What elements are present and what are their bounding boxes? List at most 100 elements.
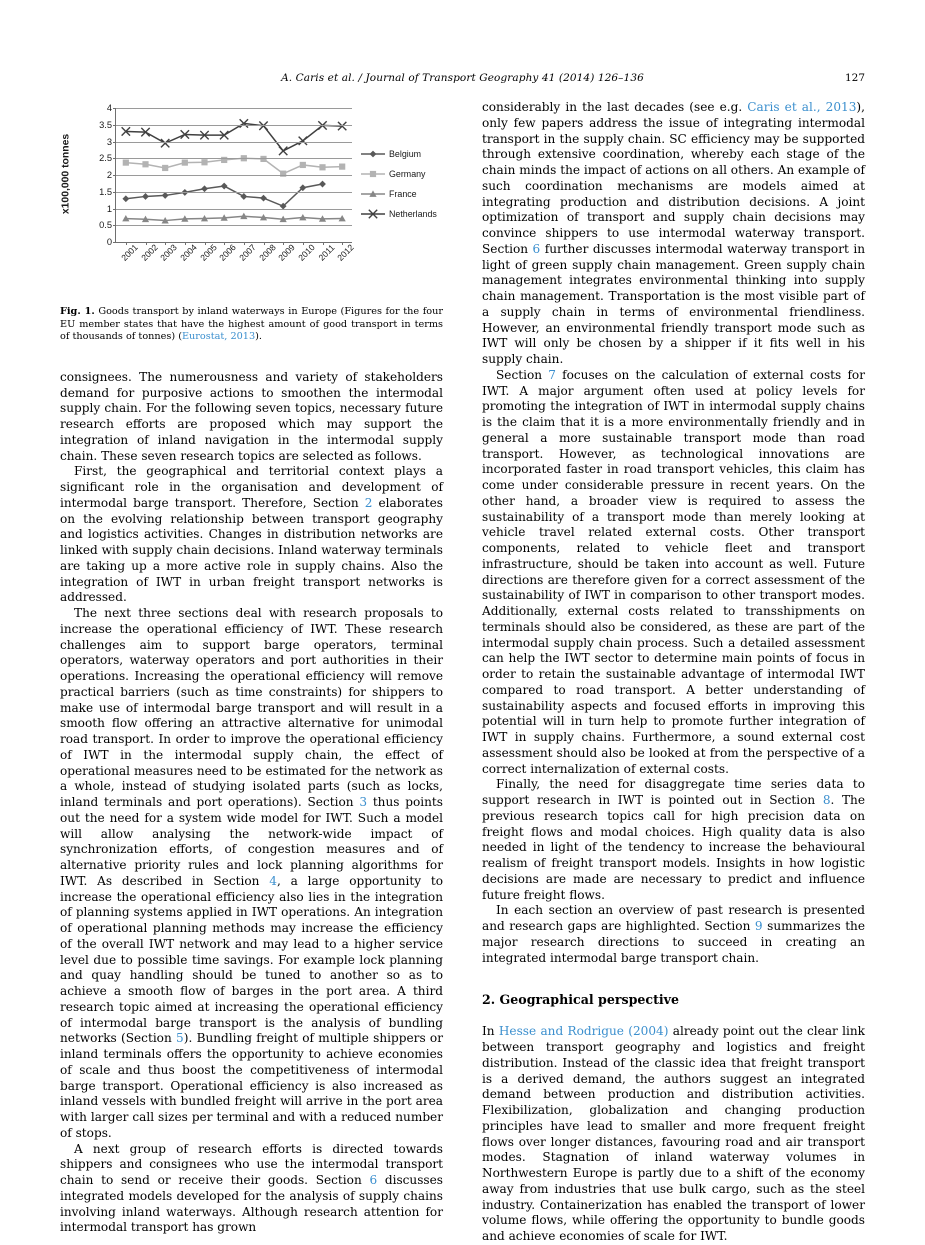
chart-marker-triangle bbox=[161, 216, 169, 224]
page-number: 127 bbox=[844, 72, 865, 84]
chart-marker-cross bbox=[337, 121, 347, 131]
text-run: In bbox=[482, 1024, 499, 1039]
chart-x-tick-mark bbox=[145, 242, 147, 245]
chart-x-tick-mark bbox=[204, 242, 206, 245]
chart-marker-square bbox=[339, 163, 346, 170]
text-run: ). Bundling freight of multiple shippers… bbox=[60, 1031, 443, 1140]
cross-reference-link[interactable]: 8 bbox=[822, 793, 831, 807]
cross-reference-link[interactable]: 4 bbox=[269, 873, 277, 888]
cross-reference-link[interactable]: 6 bbox=[532, 241, 541, 256]
text-run: , a large opportunity to increase the op… bbox=[60, 873, 444, 1046]
chart-marker-diamond bbox=[220, 182, 228, 190]
chart-y-tick-mark bbox=[113, 141, 116, 143]
chart-marker-triangle bbox=[338, 214, 346, 222]
heading-bottom-gap bbox=[482, 1008, 865, 1024]
chart-x-tick-mark bbox=[125, 242, 127, 245]
chart-gridline bbox=[116, 225, 352, 227]
paragraph: In Hesse and Rodrigue (2004) already poi… bbox=[482, 1024, 865, 1245]
cross-reference-link[interactable]: 3 bbox=[359, 795, 368, 810]
running-head: A. Caris et al. / Journal of Transport G… bbox=[60, 72, 865, 88]
figure-citation-link[interactable]: Eurostat, 2013 bbox=[181, 331, 256, 343]
legend-item-germany: Germany bbox=[360, 164, 444, 184]
chart-x-tick-label: 2011 bbox=[315, 242, 337, 263]
cross-reference-link[interactable]: 9 bbox=[754, 919, 763, 933]
cross-reference-link[interactable]: 7 bbox=[548, 367, 556, 382]
chart-x-tick-mark bbox=[263, 242, 265, 245]
text-run: . The previous research topics call for … bbox=[482, 793, 866, 902]
left-column: x100,000 tonnes 0 0.5 1 1.5 2 2.5 3 3.5 4 2001 200… bbox=[60, 100, 443, 1236]
right-column-paragraphs-after-heading: In Hesse and Rodrigue (2004) already poi… bbox=[482, 1024, 865, 1245]
chart-line-france bbox=[125, 215, 343, 222]
chart-marker-cross bbox=[258, 121, 269, 131]
chart-y-tick-mark bbox=[113, 191, 116, 193]
text-run: elaborates on the evolving relationship … bbox=[60, 495, 444, 605]
chart-marker-square bbox=[280, 170, 287, 177]
chart-marker-diamond bbox=[319, 180, 326, 188]
journal-reference: A. Caris et al. / Journal of Transport G… bbox=[281, 72, 644, 84]
chart-marker-diamond bbox=[260, 194, 267, 202]
chart-marker-diamond bbox=[122, 195, 130, 203]
figure-caption-tail: ). bbox=[255, 331, 262, 343]
chart-marker-cross bbox=[199, 130, 210, 140]
chart-y-tick-mark bbox=[113, 108, 116, 109]
chart-y-tick-mark bbox=[113, 175, 116, 176]
chart-marker-triangle bbox=[122, 214, 130, 222]
text-run: ), only few papers address the issue of … bbox=[482, 100, 865, 256]
cross-reference-link[interactable]: 2 bbox=[364, 495, 373, 510]
chart-marker-square bbox=[221, 156, 228, 164]
text-run: further discusses intermodal waterway tr… bbox=[482, 241, 865, 366]
text-run: already point out the clear link between… bbox=[482, 1024, 865, 1243]
legend-label: Belgium bbox=[389, 149, 422, 159]
chart-x-tick-mark bbox=[342, 242, 344, 245]
chart-line-netherlands bbox=[125, 122, 343, 152]
chart-marker-diamond bbox=[369, 150, 377, 158]
chart-gridline bbox=[116, 158, 352, 160]
legend-key-icon bbox=[360, 187, 386, 201]
legend-label: France bbox=[389, 189, 417, 199]
chart-x-tick-label: 2004 bbox=[178, 242, 199, 263]
cross-reference-link[interactable]: 5 bbox=[176, 1031, 184, 1046]
chart-marker-cross bbox=[278, 146, 288, 156]
chart-marker-cross bbox=[180, 129, 190, 140]
chart-marker-triangle bbox=[299, 213, 307, 221]
chart-y-tick-mark bbox=[113, 225, 116, 227]
paragraph: In each section an overview of past rese… bbox=[482, 903, 865, 966]
chart-marker-triangle bbox=[240, 212, 248, 220]
chart-marker-cross bbox=[160, 138, 170, 148]
text-run: thus points out the need for a system wi… bbox=[60, 795, 443, 888]
text-run: considerably in the last decades (see e.… bbox=[482, 100, 748, 114]
legend-key-icon bbox=[360, 167, 386, 181]
chart-marker-diamond bbox=[240, 193, 248, 200]
chart-marker-square bbox=[201, 159, 208, 166]
chart-y-tick-mark bbox=[113, 242, 116, 243]
text-run: First, the geographical and territorial … bbox=[60, 464, 443, 510]
chart-y-tick-label: 1 bbox=[106, 203, 112, 214]
chart-marker-square bbox=[181, 159, 188, 166]
chart-plot-area: 0 0.5 1 1.5 2 2.5 3 3.5 4 2001 2002 2003 2004 2005 200… bbox=[99, 103, 356, 263]
chart-marker-square bbox=[142, 161, 149, 168]
chart-marker-triangle bbox=[200, 214, 209, 222]
left-column-paragraphs: consignees. The numerousness and variety… bbox=[60, 370, 443, 1236]
chart-marker-square bbox=[299, 161, 306, 169]
text-run: A next group of research efforts is dire… bbox=[60, 1141, 443, 1188]
chart-y-tick-label: 4 bbox=[106, 103, 112, 113]
chart-marker-square bbox=[369, 170, 377, 178]
cross-reference-link[interactable]: Caris et al., 2013 bbox=[747, 100, 857, 114]
chart-x-tick-label: 2010 bbox=[296, 242, 317, 263]
chart-marker-cross bbox=[140, 127, 151, 137]
chart-marker-square bbox=[122, 159, 129, 166]
cross-reference-link[interactable]: 6 bbox=[369, 1173, 378, 1188]
legend-item-france: France bbox=[360, 184, 444, 204]
text-run: The next three sections deal with resear… bbox=[60, 606, 443, 810]
paragraph: A next group of research efforts is dire… bbox=[60, 1142, 443, 1237]
chart-gridline bbox=[116, 208, 352, 210]
paragraph: The next three sections deal with resear… bbox=[60, 606, 443, 1142]
paragraph: considerably in the last decades (see e.… bbox=[482, 100, 865, 368]
chart-marker-triangle bbox=[369, 190, 377, 197]
chart-y-tick-label: 0.5 bbox=[99, 220, 112, 231]
cross-reference-link[interactable]: Hesse and Rodrigue (2004) bbox=[498, 1024, 669, 1039]
chart-marker-triangle bbox=[259, 213, 268, 221]
chart-x-tick-mark bbox=[243, 242, 245, 245]
chart-y-tick-label: 3.5 bbox=[99, 119, 112, 130]
chart-marker-cross bbox=[219, 130, 229, 140]
